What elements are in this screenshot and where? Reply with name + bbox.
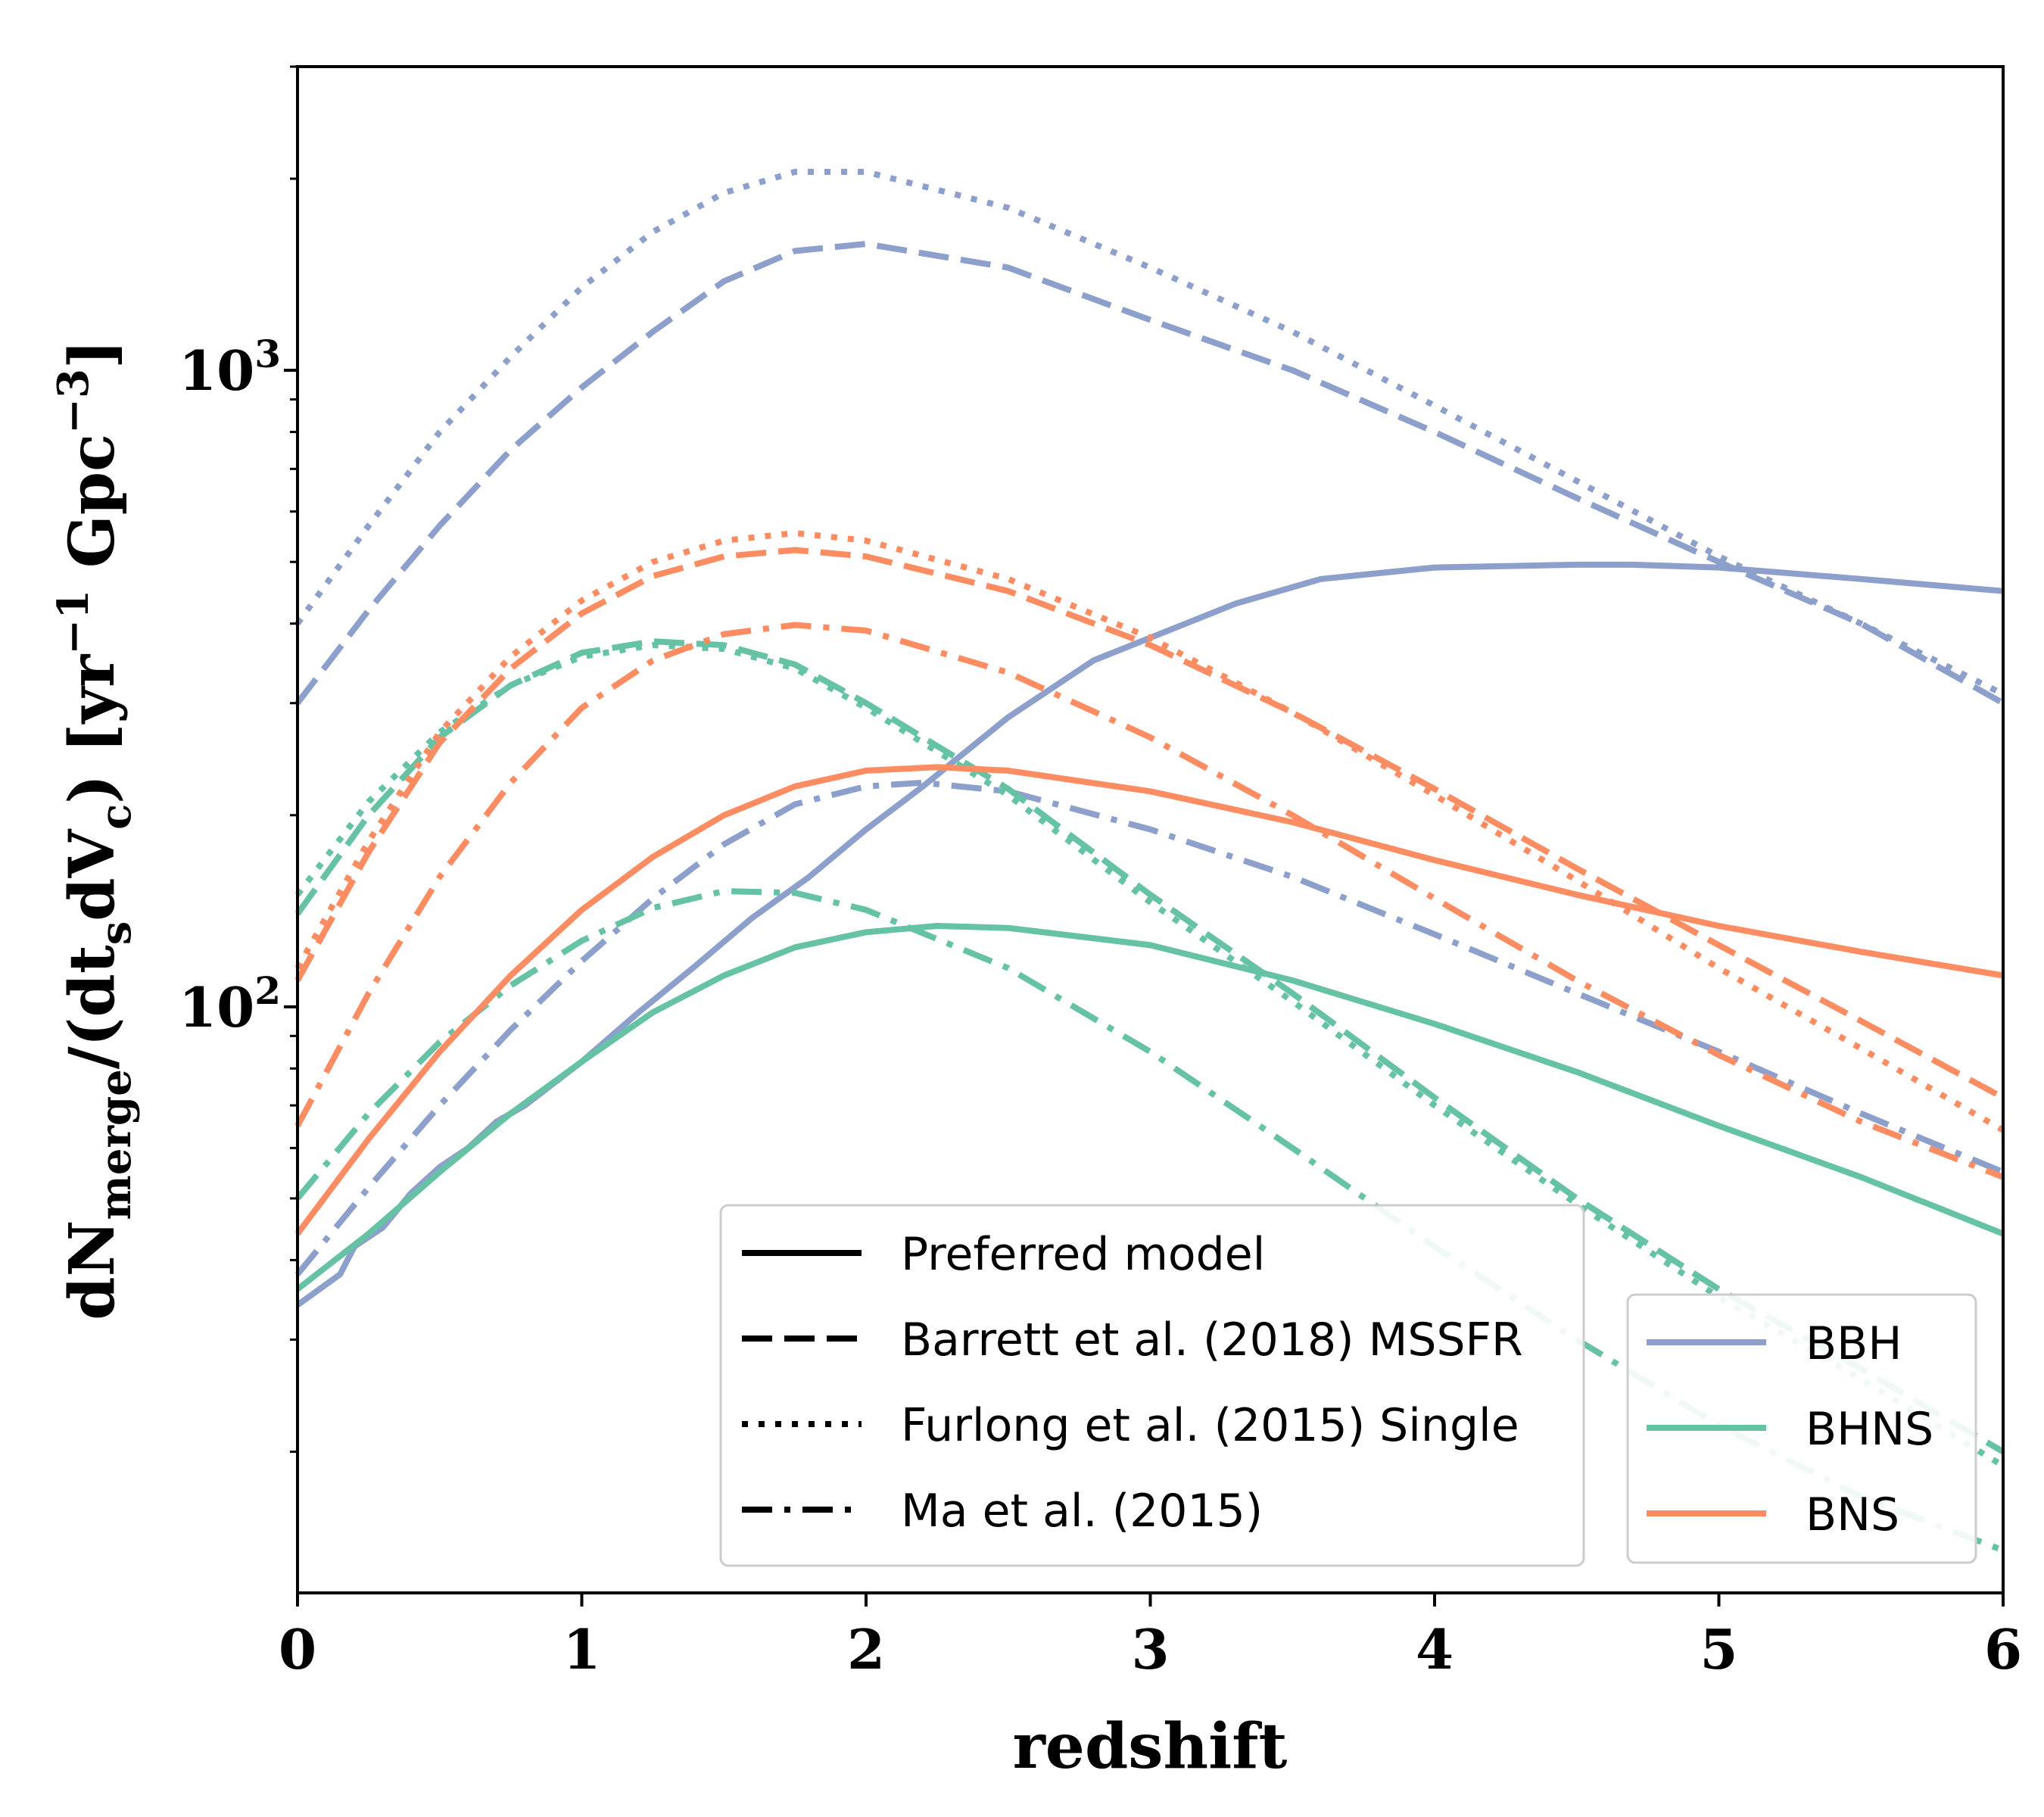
legend-label: Barrett et al. (2018) MSSFR (901, 1314, 1523, 1367)
legend-color: BBH BHNS BNS (1626, 1293, 1977, 1564)
series-line-bbh-solid (295, 561, 2004, 1307)
series-line-bns-dotted (294, 530, 2005, 1133)
legend-label: BHNS (1806, 1403, 1933, 1456)
series-line-bns-solid (294, 764, 2004, 1236)
series-layer (294, 169, 2005, 1554)
series-line-bhns-solid (295, 923, 2005, 1292)
series-line-bbh-dashdot (294, 779, 2005, 1276)
legend-label: Ma et al. (2015) (901, 1485, 1263, 1538)
x-tick-label: 2 (847, 1617, 885, 1681)
y-tick-label: 102 (179, 968, 281, 1039)
y-axis-title: dNmerge/(dtsdVc) [yr−1 Gpc−3] (48, 339, 141, 1320)
series-line-bbh-dotted (294, 169, 2005, 697)
legend-label: Furlong et al. (2015) Single (901, 1399, 1519, 1452)
x-axis-title: redshift (1013, 1710, 1288, 1783)
legend-linestyle: Preferred model Barrett et al. (2018) MSS… (719, 1204, 1585, 1567)
y-tick-label: 103 (179, 332, 281, 403)
series-line-bns-dashed (294, 547, 2005, 1101)
series-line-bns-dashdot (294, 622, 2005, 1180)
x-tick-label: 6 (1984, 1617, 2022, 1681)
legend-label: BNS (1806, 1488, 1899, 1541)
tick-layer: 0 1 2 3 4 5 6 102 103 (179, 65, 2022, 1681)
x-tick-label: 0 (279, 1617, 316, 1681)
series-line-bhns-dotted (294, 642, 2005, 1469)
legend-box (719, 1204, 1585, 1567)
x-tick-label: 4 (1416, 1617, 1454, 1681)
x-tick-label: 1 (562, 1617, 600, 1681)
legend-label: BBH (1806, 1317, 1902, 1370)
x-tick-label: 5 (1700, 1617, 1737, 1681)
legend-label: Preferred model (901, 1228, 1265, 1281)
legend-box (1626, 1293, 1977, 1564)
series-line-bhns-dashed (294, 638, 2005, 1454)
x-tick-label: 3 (1131, 1617, 1169, 1681)
